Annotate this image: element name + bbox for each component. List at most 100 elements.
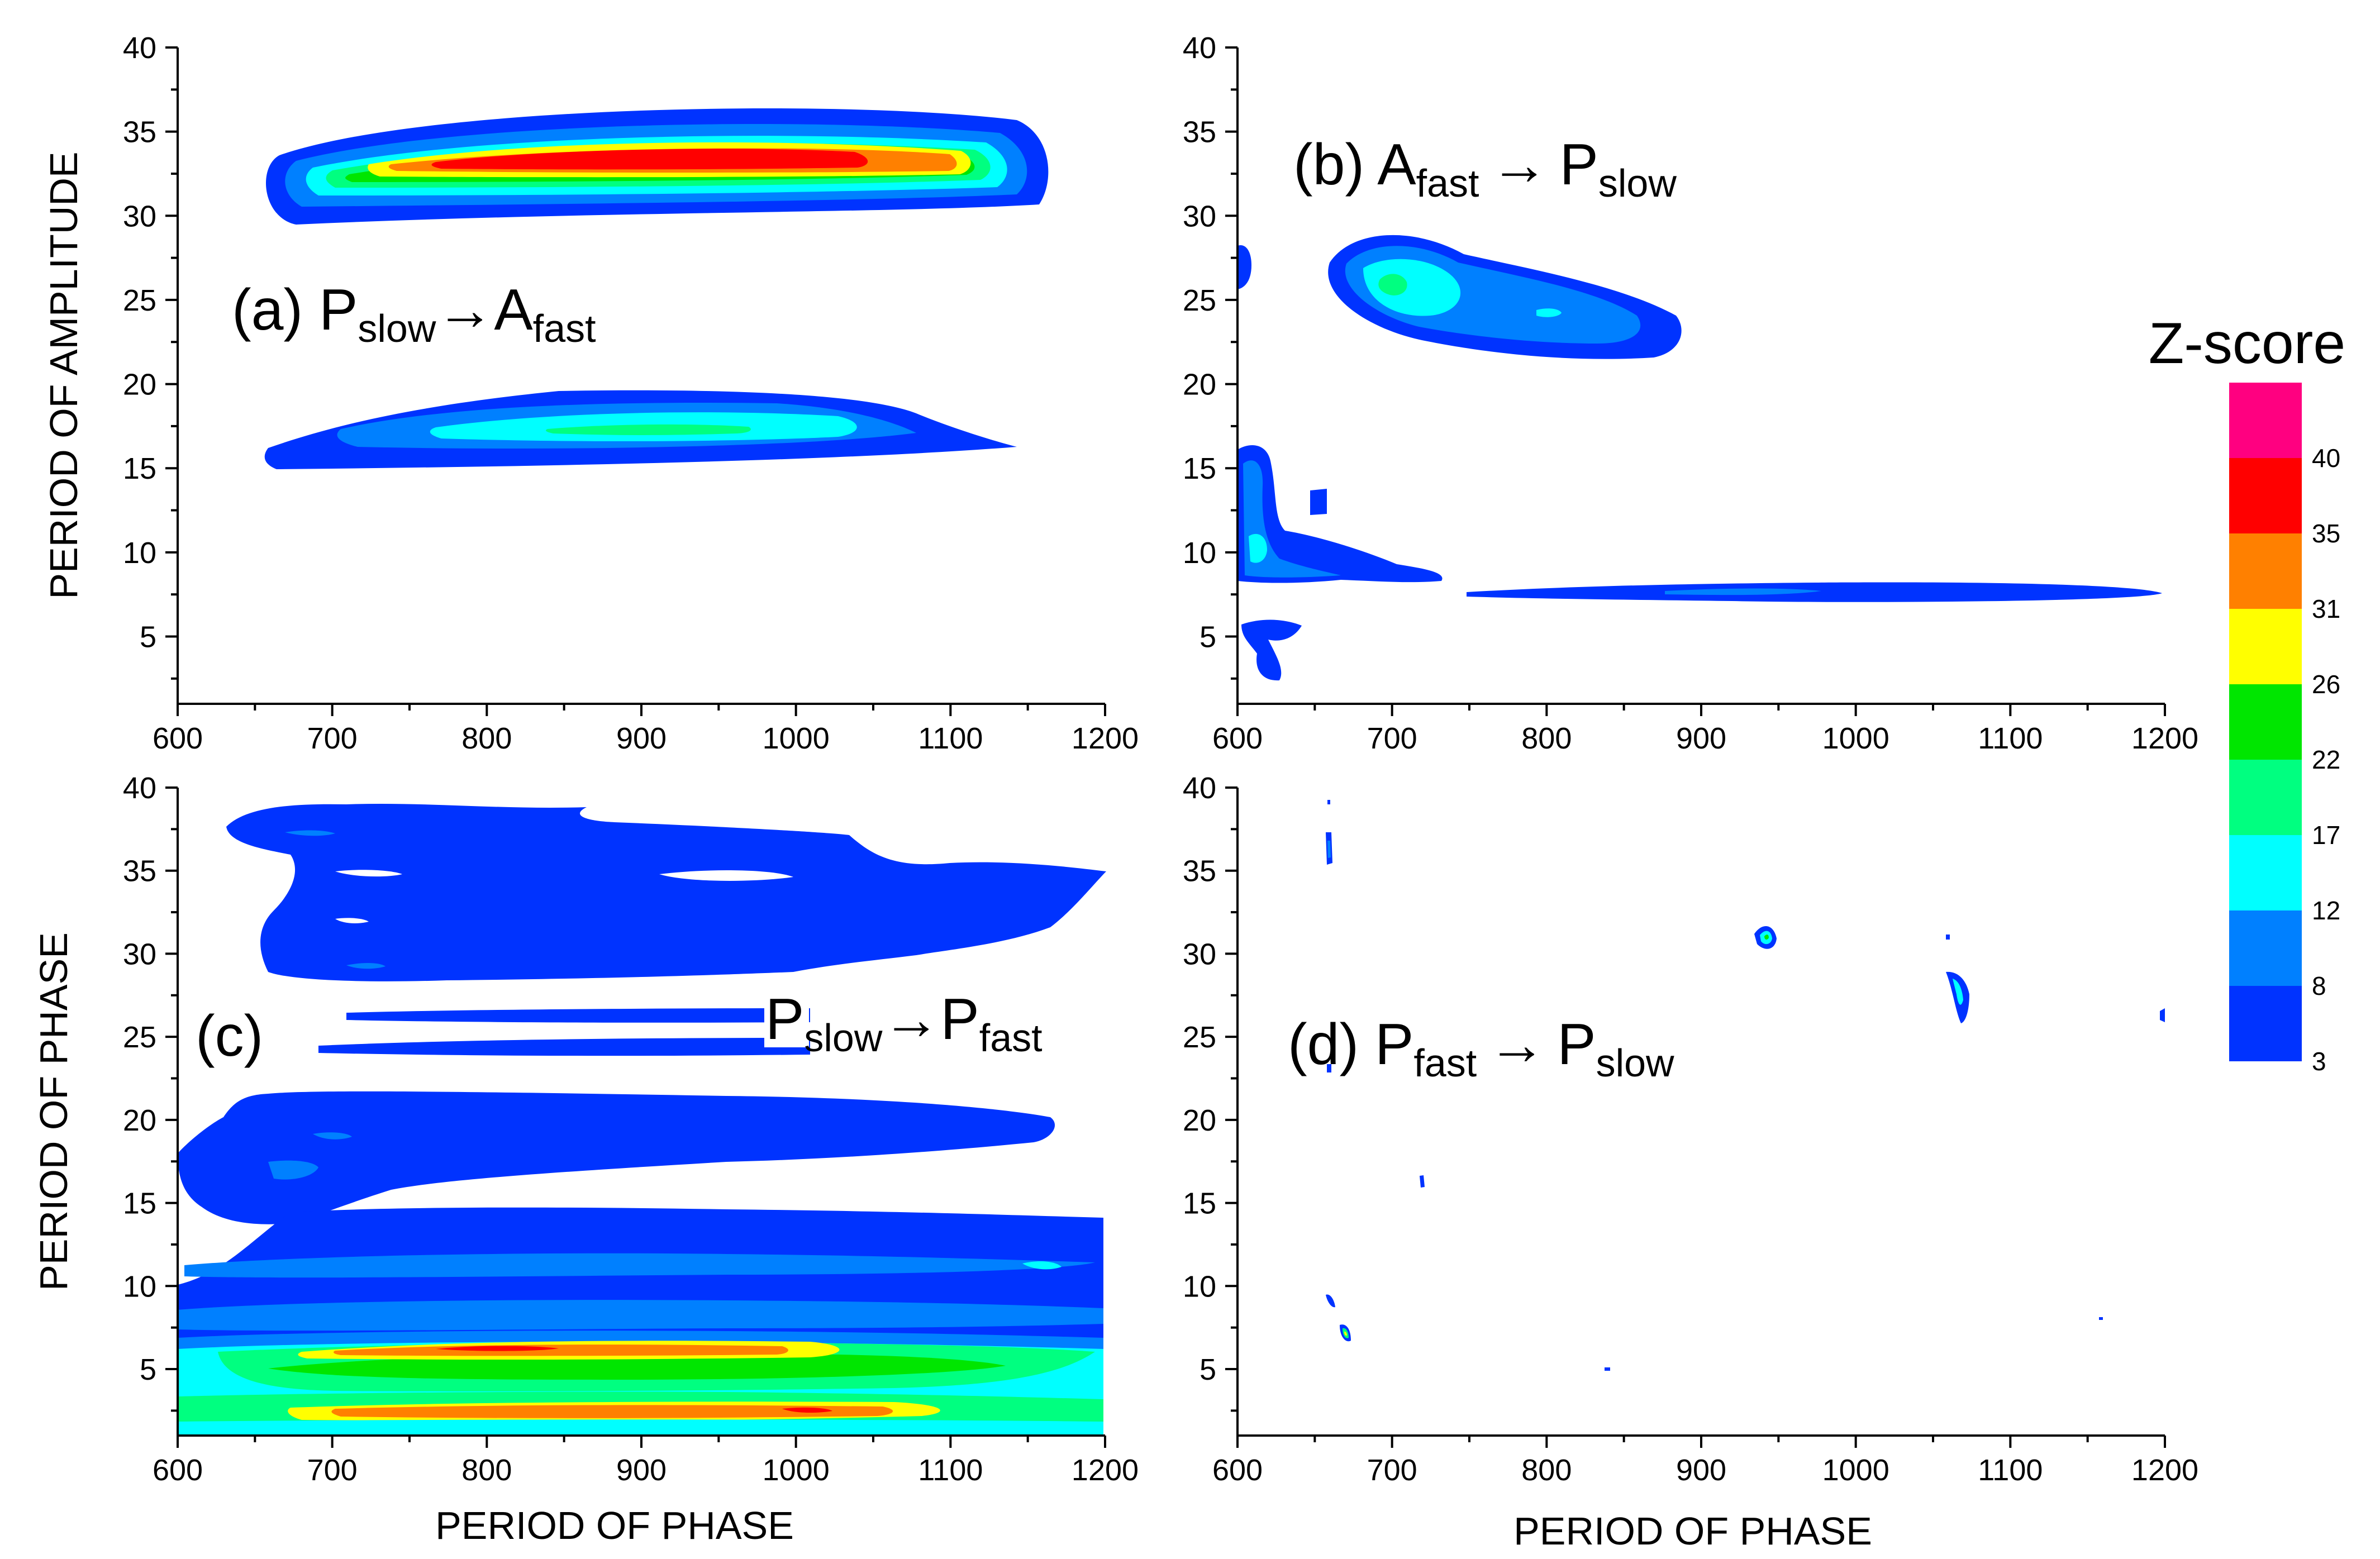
x-ticks: 600 700 800 900 1000 1100 1200 xyxy=(153,704,1139,755)
panel-c-x-axis-title: PERIOD OF PHASE xyxy=(435,1504,794,1547)
x-tick-label: 1200 xyxy=(2131,1453,2198,1487)
colorbar-title: Z-score xyxy=(2149,311,2345,376)
colorbar-level-label: 35 xyxy=(2312,519,2340,548)
x-tick-label: 1000 xyxy=(763,722,830,755)
x-tick-label: 700 xyxy=(1367,1453,1417,1487)
colorbar-swatches xyxy=(2229,383,2302,1061)
x-tick-label: 1200 xyxy=(1072,722,1139,755)
panel-b-axes: 600 700 800 900 1000 1100 1200 5 10 15 20 25 30 35 40 xyxy=(1183,31,2198,755)
panel-b-label: (b) Afast → Pslow xyxy=(1293,132,1677,205)
contour-c-low-35 xyxy=(436,1346,559,1351)
x-tick-label: 900 xyxy=(616,1453,667,1487)
contour-c-low-31 xyxy=(334,1345,788,1356)
spot-d-660-9 xyxy=(1326,1294,1335,1308)
y-tick-label: 35 xyxy=(123,855,156,888)
panel-a-y-axis-title: PERIOD OF AMPLITUDE xyxy=(42,151,85,599)
x-tick-label: 600 xyxy=(153,1453,203,1487)
contour-c-low-12a xyxy=(1022,1261,1062,1270)
contour-c-top-8a xyxy=(285,830,335,836)
colorbar-swatch xyxy=(2229,910,2302,986)
y-tick-label: 10 xyxy=(123,1270,156,1303)
colorbar-swatch xyxy=(2229,533,2302,609)
x-tick-label: 900 xyxy=(1676,1453,1726,1487)
y-ticks: 5 10 15 20 25 30 35 40 xyxy=(1183,31,1237,680)
panel-a-contours xyxy=(264,108,1049,469)
x-tick-label: 900 xyxy=(1676,722,1726,755)
y-tick-label: 10 xyxy=(123,536,156,570)
contour-c-top-hole3 xyxy=(335,918,369,923)
panel-c-label: Pslow→Pfast xyxy=(765,987,1043,1060)
y-ticks: 5 10 15 20 25 30 35 40 xyxy=(123,31,178,680)
contour-c-low-22 xyxy=(268,1353,1006,1380)
y-ticks: 5 10 15 20 25 30 35 40 xyxy=(123,771,178,1412)
y-tick-label: 20 xyxy=(123,368,156,402)
colorbar-swatch xyxy=(2229,760,2302,835)
colorbar-swatch xyxy=(2229,458,2302,533)
x-ticks: 600 700 800 900 1000 1100 1200 xyxy=(1212,704,2198,755)
panel-c: 600 700 800 900 1000 1100 1200 5 10 15 20 25 30 35 40… xyxy=(32,771,1139,1547)
y-ticks: 5 10 15 20 25 30 35 40 xyxy=(1183,771,1237,1412)
x-tick-label: 1100 xyxy=(918,722,983,755)
colorbar-level-label: 31 xyxy=(2312,594,2340,623)
y-tick-label: 30 xyxy=(123,199,156,233)
colorbar-level-label: 8 xyxy=(2312,971,2326,1000)
contour-c-mid-8b xyxy=(268,1160,318,1180)
spot-d-660-39 xyxy=(1327,800,1330,804)
contour-b-left-8 xyxy=(1243,460,1341,578)
spot-d-1160-8 xyxy=(2099,1317,2103,1320)
panel-a-label: (a) Pslow→Afast xyxy=(232,278,596,350)
x-tick-label: 800 xyxy=(461,1453,512,1487)
colorbar-level-label: 40 xyxy=(2312,444,2340,473)
colorbar: Z-score 3 8 12 17 22 26 31 35 40 xyxy=(2149,311,2345,1076)
x-tick-label: 1000 xyxy=(1822,722,1889,755)
panel-c-y-axis-title: PERIOD OF PHASE xyxy=(32,932,75,1291)
colorbar-level-label: 3 xyxy=(2312,1047,2326,1076)
x-tick-label: 700 xyxy=(307,722,358,755)
contour-b-left-top xyxy=(1237,245,1251,289)
y-tick-label: 15 xyxy=(1183,1187,1216,1220)
y-tick-label: 35 xyxy=(1183,116,1216,149)
contour-c-top-3 xyxy=(226,803,1106,981)
panel-a-axes: 600 700 800 900 1000 1100 1200 5 10 15 20 25 30 35 40 xyxy=(123,31,1139,755)
y-tick-label: 20 xyxy=(123,1104,156,1137)
x-tick-label: 600 xyxy=(1212,722,1263,755)
contour-b-right-8 xyxy=(1665,588,1821,595)
colorbar-swatch xyxy=(2229,684,2302,760)
y-tick-label: 40 xyxy=(123,31,156,65)
contour-b-left-3 xyxy=(1237,445,1443,583)
panel-d-label: (d) Pfast → Pslow xyxy=(1288,1012,1674,1085)
y-tick-label: 20 xyxy=(1183,368,1216,402)
y-tick-label: 20 xyxy=(1183,1104,1216,1137)
contour-c-bottom-12 xyxy=(178,1419,1103,1436)
spot-d-660-23 xyxy=(1327,1064,1331,1072)
x-tick-label: 800 xyxy=(1521,1453,1572,1487)
colorbar-labels: 3 8 12 17 22 26 31 35 40 xyxy=(2312,444,2340,1076)
spot-d-1200-26 xyxy=(2160,1008,2165,1022)
spot-d-940-31-22 xyxy=(1764,935,1769,940)
panel-d-axes: 600 700 800 900 1000 1100 1200 5 10 15 20 25 30 35 40 xyxy=(1183,771,2198,1487)
y-tick-label: 30 xyxy=(123,937,156,971)
y-tick-label: 10 xyxy=(1183,536,1216,570)
y-tick-label: 5 xyxy=(140,620,156,654)
y-tick-label: 25 xyxy=(123,284,156,317)
x-tick-label: 600 xyxy=(153,722,203,755)
y-tick-label: 35 xyxy=(1183,855,1216,888)
contour-c-low-8b xyxy=(178,1300,1103,1331)
contour-b-main-12 xyxy=(1363,259,1461,316)
x-tick-label: 1100 xyxy=(1978,722,2043,755)
contour-b-main-17 xyxy=(1378,274,1407,295)
panel-c-label-prefix: (c) xyxy=(196,1004,263,1069)
x-tick-label: 1000 xyxy=(1822,1453,1889,1487)
x-tick-label: 1200 xyxy=(2131,722,2198,755)
colorbar-swatch xyxy=(2229,609,2302,684)
contour-a-upper-35 xyxy=(431,149,868,170)
colorbar-level-label: 17 xyxy=(2312,821,2340,850)
y-tick-label: 30 xyxy=(1183,199,1216,233)
y-tick-label: 15 xyxy=(1183,452,1216,485)
x-tick-label: 1200 xyxy=(1072,1453,1139,1487)
contour-c-top-8b xyxy=(346,963,385,969)
contour-c-top-hole2 xyxy=(335,870,402,877)
y-tick-label: 10 xyxy=(1183,1270,1216,1303)
x-ticks: 600 700 800 900 1000 1100 1200 xyxy=(1212,1436,2198,1487)
x-tick-label: 800 xyxy=(1521,722,1572,755)
